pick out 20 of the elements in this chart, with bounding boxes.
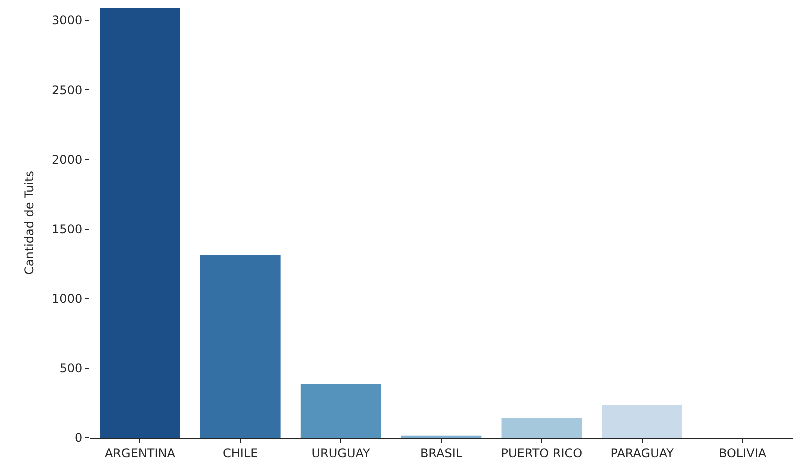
y-tick-label: 3000 xyxy=(52,14,83,28)
bar xyxy=(300,384,382,438)
y-tick-label: 500 xyxy=(60,362,83,376)
x-tick-label: URUGUAY xyxy=(312,446,372,460)
x-tick-label: CHILE xyxy=(223,446,258,460)
x-tick-label: ARGENTINA xyxy=(104,446,176,460)
x-tick-label: PUERTO RICO xyxy=(501,446,583,460)
y-tick-label: 2500 xyxy=(52,83,83,98)
y-axis-title: Cantidad de Tuits xyxy=(22,171,36,275)
bar xyxy=(200,255,281,438)
y-tick-label: 0 xyxy=(74,431,83,446)
bar xyxy=(602,405,683,438)
bar xyxy=(502,418,582,438)
x-tick-label: PARAGUAY xyxy=(610,446,675,460)
x-tick-label: BRASIL xyxy=(420,446,463,460)
y-tick-label: 1500 xyxy=(52,222,83,236)
bar xyxy=(100,8,180,438)
y-tick-label: 1000 xyxy=(52,292,83,306)
y-tick-label: 2000 xyxy=(52,152,83,167)
x-tick-label: BOLIVIA xyxy=(718,446,768,460)
